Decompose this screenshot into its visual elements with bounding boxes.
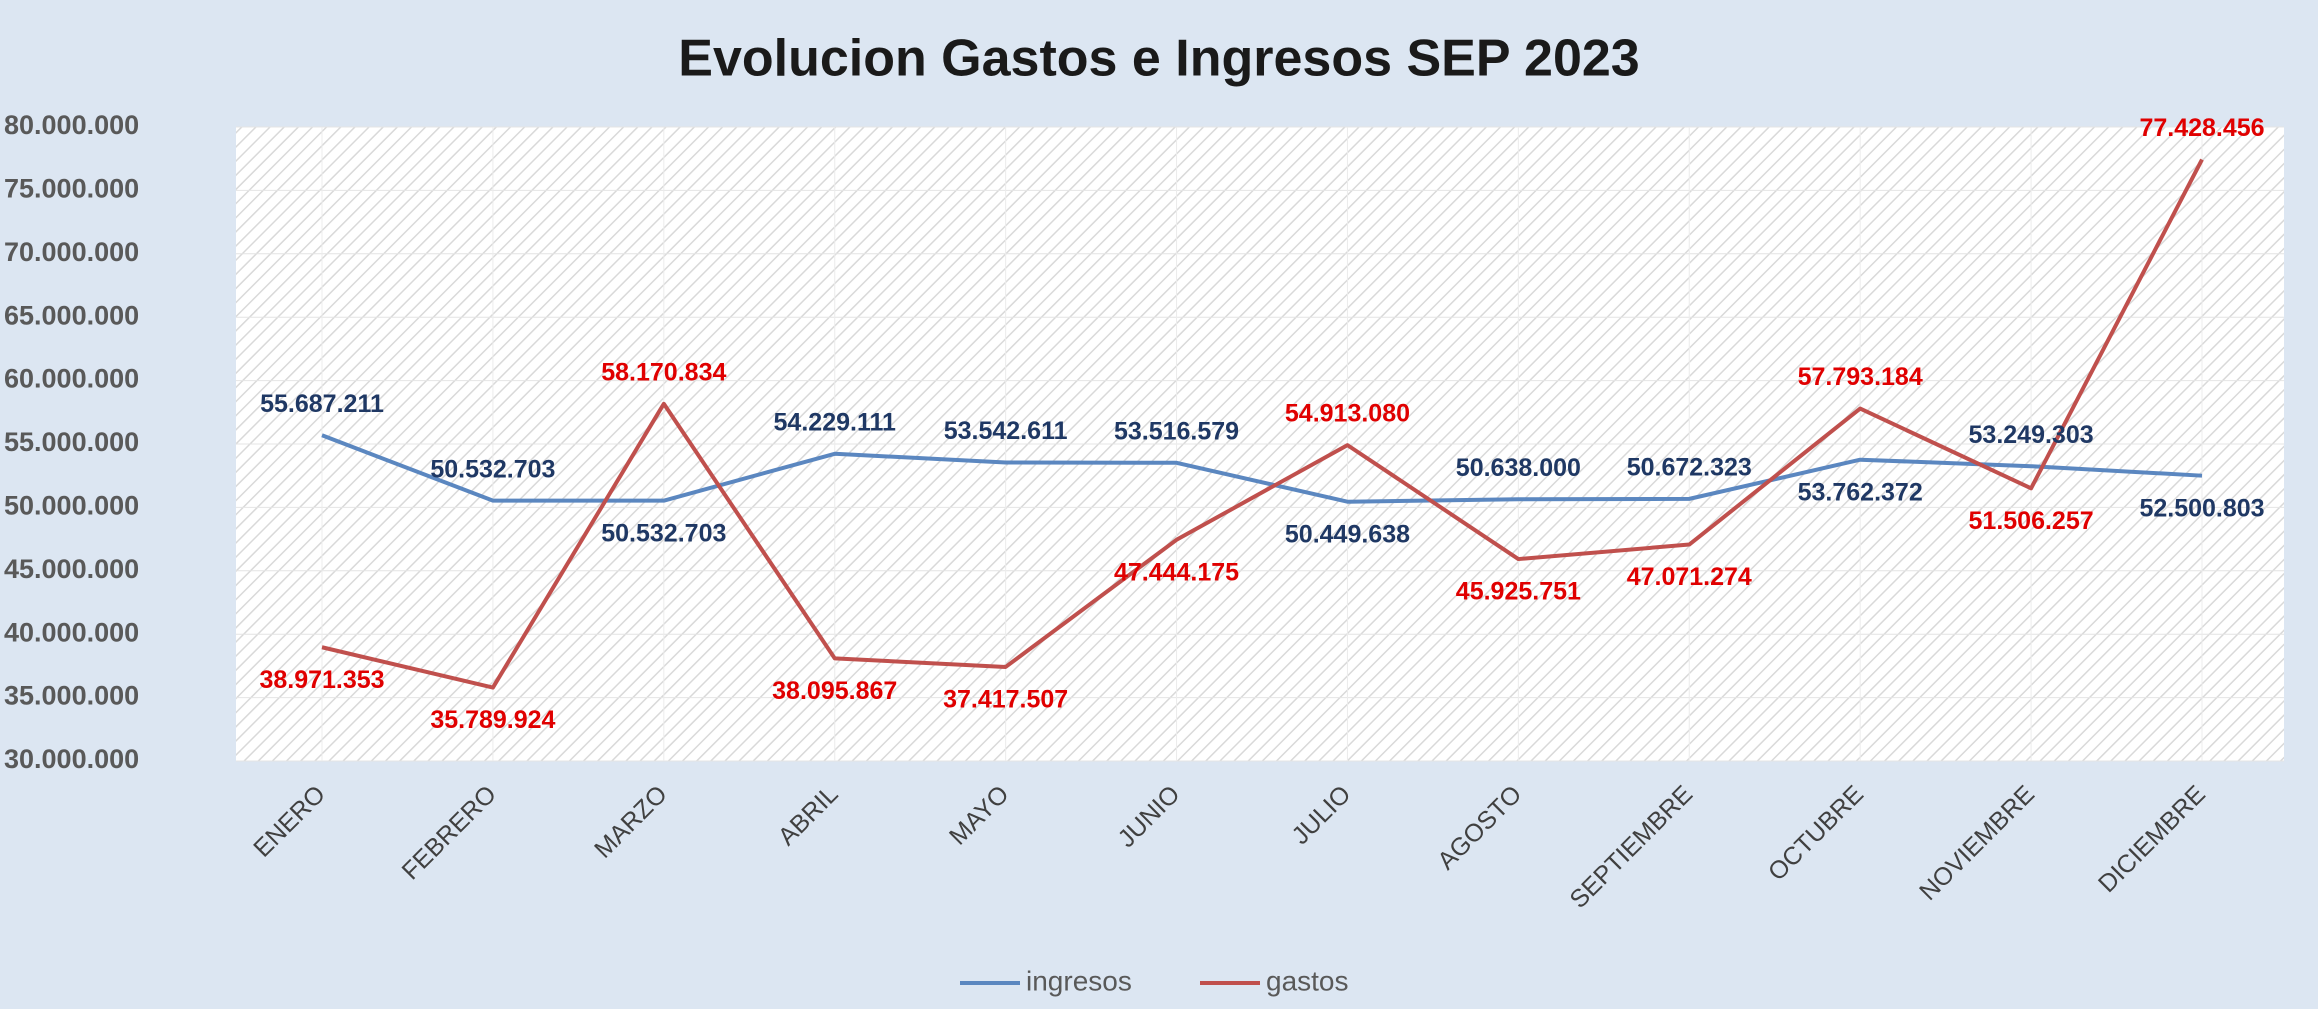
data-label: 53.249.303 bbox=[1969, 421, 2094, 449]
data-label: 50.532.703 bbox=[430, 455, 555, 483]
data-label: 50.532.703 bbox=[601, 519, 726, 547]
legend-label: gastos bbox=[1266, 965, 1349, 996]
data-label: 55.687.211 bbox=[260, 390, 384, 418]
data-label: 50.449.638 bbox=[1285, 520, 1410, 548]
data-label: 53.762.372 bbox=[1798, 478, 1923, 506]
data-label: 53.542.611 bbox=[944, 417, 1068, 445]
y-tick-label: 45.000.000 bbox=[4, 554, 139, 584]
y-tick-label: 70.000.000 bbox=[4, 237, 139, 267]
data-label: 35.789.924 bbox=[430, 706, 555, 734]
y-tick-label: 65.000.000 bbox=[4, 300, 139, 330]
data-label: 54.913.080 bbox=[1285, 400, 1410, 428]
data-label: 58.170.834 bbox=[601, 358, 726, 386]
y-tick-label: 60.000.000 bbox=[4, 364, 139, 394]
series-line bbox=[321, 433, 2203, 504]
data-label: 54.229.111 bbox=[774, 408, 896, 436]
data-label: 57.793.184 bbox=[1798, 363, 1923, 391]
data-label: 38.971.353 bbox=[259, 666, 384, 694]
data-label: 45.925.751 bbox=[1456, 578, 1581, 606]
y-tick-label: 80.000.000 bbox=[4, 110, 139, 140]
y-tick-label: 35.000.000 bbox=[4, 681, 139, 711]
data-label: 47.071.274 bbox=[1627, 563, 1752, 591]
legend-label: ingresos bbox=[1026, 965, 1132, 996]
data-label: 47.444.175 bbox=[1114, 558, 1239, 586]
data-label: 53.516.579 bbox=[1114, 417, 1239, 445]
data-label: 37.417.507 bbox=[943, 686, 1068, 714]
data-label: 77.428.456 bbox=[2139, 114, 2264, 142]
data-label: 50.672.323 bbox=[1627, 453, 1752, 481]
y-tick-label: 75.000.000 bbox=[4, 174, 139, 204]
y-tick-label: 55.000.000 bbox=[4, 427, 139, 457]
y-tick-label: 50.000.000 bbox=[4, 491, 139, 521]
series-line bbox=[321, 158, 2204, 690]
data-label: 52.500.803 bbox=[2139, 494, 2264, 522]
chart-title: Evolucion Gastos e Ingresos SEP 2023 bbox=[678, 30, 1639, 88]
y-tick-label: 40.000.000 bbox=[4, 617, 139, 647]
data-label: 51.506.257 bbox=[1969, 507, 2094, 535]
data-label: 38.095.867 bbox=[772, 677, 897, 705]
y-tick-label: 30.000.000 bbox=[4, 744, 139, 774]
data-label: 50.638.000 bbox=[1456, 454, 1581, 482]
